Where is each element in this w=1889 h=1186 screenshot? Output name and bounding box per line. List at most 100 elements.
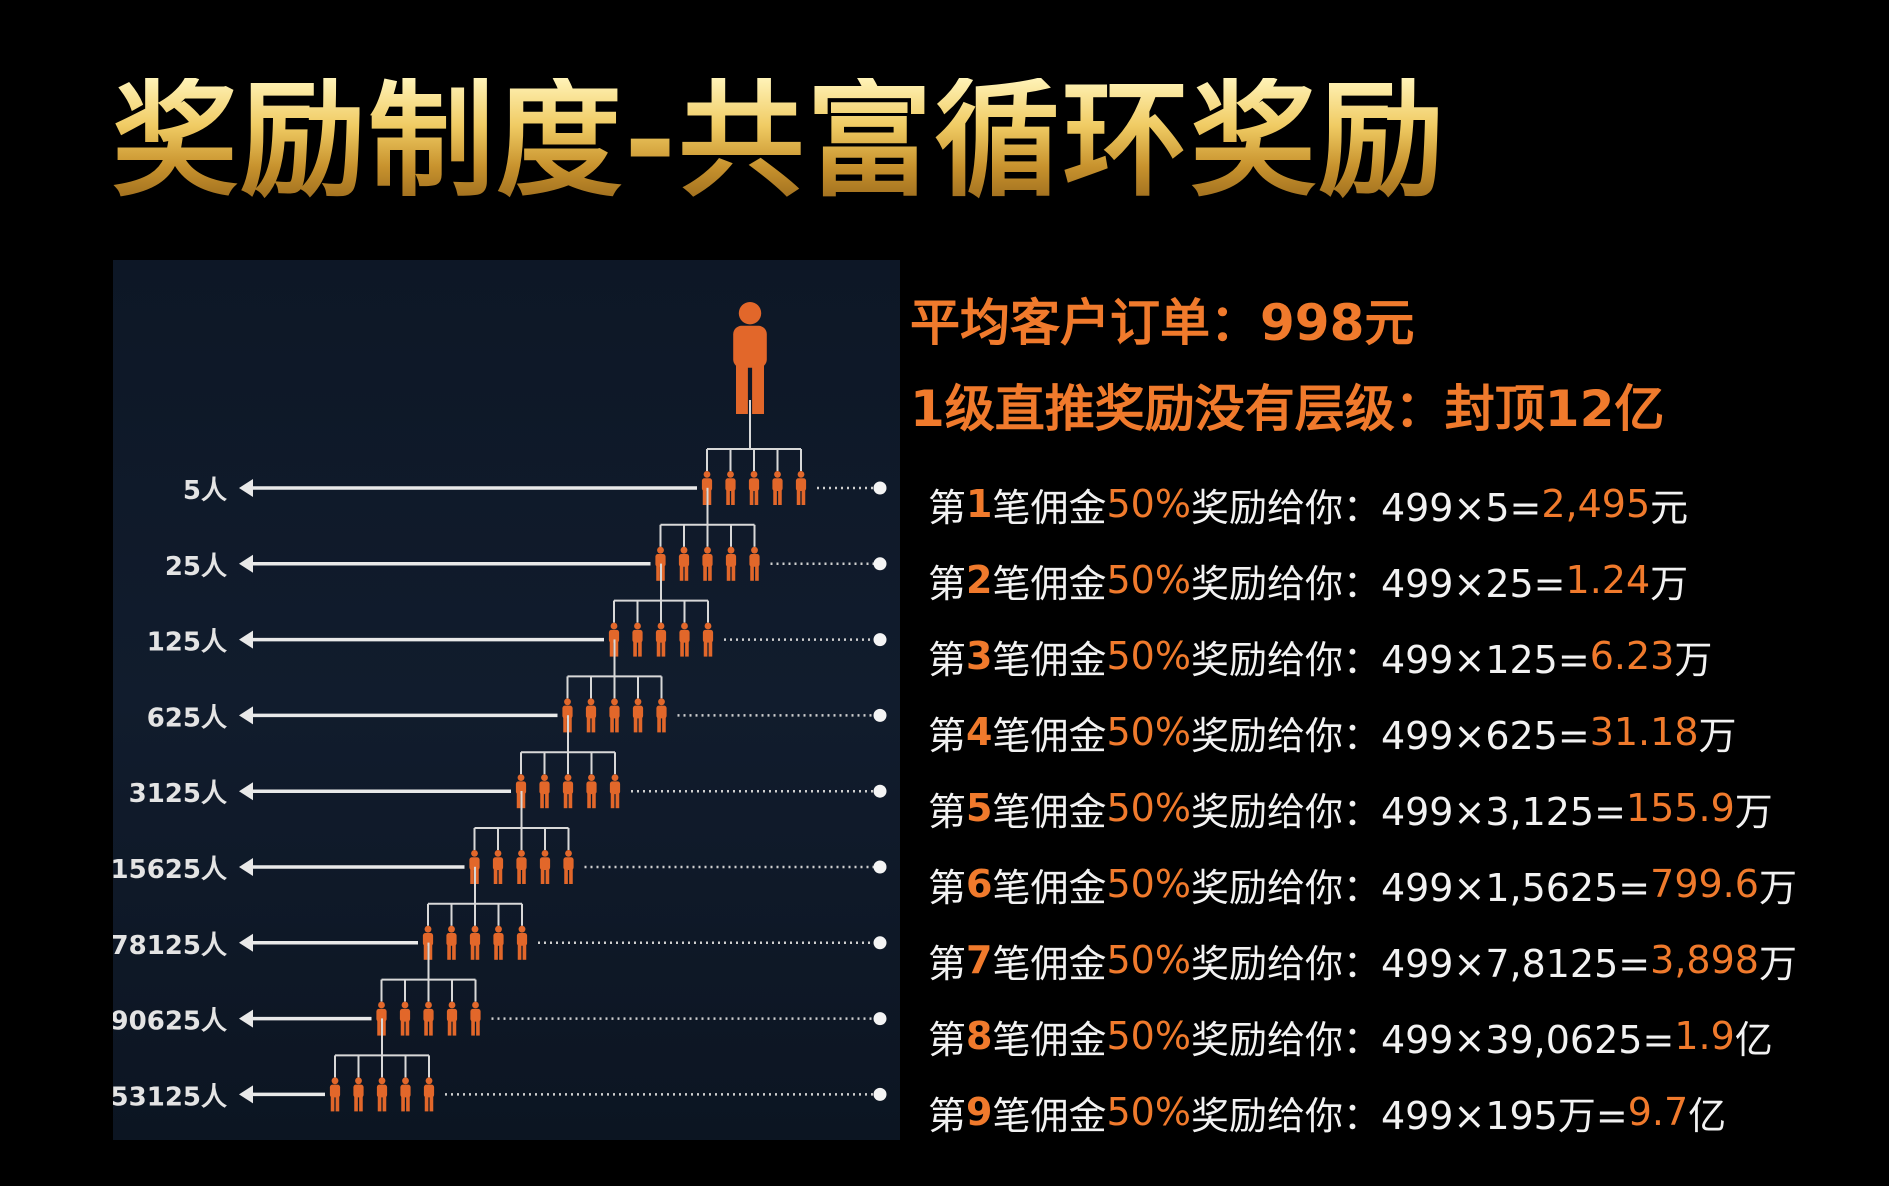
row-prefix: 第 [928,713,967,758]
person-icon [656,698,667,733]
person-icon [446,1001,458,1036]
level-label: 390625人 [113,1007,227,1037]
row-prefix: 第 [928,561,967,606]
commission-row: 第 3 笔佣金 50% 奖励给你：499×125= 6.23 万 [928,618,1797,694]
person-icon [400,1077,411,1112]
end-dot-icon [873,708,887,722]
commission-row: 第 8 笔佣金 50% 奖励给你：499×39,0625= 1.9 亿 [928,998,1797,1074]
person-icon [539,774,550,809]
person-icon [376,1077,388,1112]
row-formula: 奖励给你：499×3,125= [1190,789,1626,834]
average-order-headline: 平均客户订单：998元 [910,294,1415,352]
row-formula: 奖励给你：499×1,5625= [1190,865,1651,910]
person-icon [539,850,551,884]
person-icon [586,774,597,809]
row-value: 799.6 [1650,862,1759,906]
row-index: 5 [966,786,993,830]
top-person-icon [733,302,767,414]
row-value: 1.24 [1565,558,1651,602]
person-icon [749,546,760,581]
person-icon [493,925,504,960]
arrow-head-icon [239,554,253,573]
row-value: 9.7 [1627,1090,1689,1134]
person-icon [446,925,457,960]
person-icon [492,850,504,884]
row-value: 2,495 [1541,482,1651,526]
person-icon [516,850,527,884]
row-commission-text: 笔佣金 [992,1093,1107,1138]
arrow-head-icon [239,782,253,801]
person-icon [655,622,667,657]
row-commission-text: 笔佣金 [992,713,1107,758]
row-commission-text: 笔佣金 [992,485,1107,530]
row-unit: 万 [1734,789,1773,834]
commission-row: 第 2 笔佣金 50% 奖励给你：499×25= 1.24 万 [928,542,1797,618]
person-icon [469,850,480,884]
row-rate: 50% [1106,482,1191,526]
row-value: 3,898 [1650,938,1759,982]
person-icon [609,774,621,809]
row-prefix: 第 [928,637,967,682]
end-dot-icon [873,557,887,571]
person-icon [376,1001,387,1036]
row-index: 7 [966,938,993,982]
arrow-head-icon [239,479,253,497]
commission-row: 第 4 笔佣金 50% 奖励给你：499×625= 31.18 万 [928,694,1797,770]
person-icon [725,546,737,581]
page-title: 奖励制度-共富循环奖励 [112,67,1447,214]
person-icon [632,622,643,657]
level-label: 3125人 [129,779,227,809]
row-formula: 奖励给你：499×7,8125= [1190,941,1651,986]
end-dot-icon [873,860,887,874]
row-prefix: 第 [928,941,967,986]
end-dot-icon [873,784,887,798]
person-icon [701,471,713,505]
person-icon [748,471,760,505]
row-rate: 50% [1106,786,1191,830]
person-icon [516,925,528,960]
row-rate: 50% [1106,558,1191,602]
row-index: 1 [966,482,993,526]
row-commission-text: 笔佣金 [992,561,1107,606]
row-prefix: 第 [928,1093,967,1138]
row-formula: 奖励给你：499×195万= [1190,1093,1628,1138]
row-index: 8 [966,1014,993,1058]
end-dot-icon [873,481,887,495]
person-icon [353,1077,364,1112]
person-icon [772,471,783,505]
person-icon [563,850,574,884]
row-rate: 50% [1106,1090,1191,1134]
row-unit: 万 [1674,637,1713,682]
cap-headline: 1级直推奖励没有层级：封顶12亿 [910,380,1665,438]
arrow-head-icon [239,706,253,725]
row-index: 4 [966,710,993,754]
person-icon [422,925,434,960]
person-icon [725,471,736,505]
person-icon [608,622,620,657]
person-icon [329,1077,341,1112]
person-icon [469,925,481,960]
row-formula: 奖励给你：499×625= [1190,713,1590,758]
person-icon [423,1001,434,1036]
level-label: 78125人 [113,931,227,961]
arrow-head-icon [239,933,253,952]
row-index: 3 [966,634,993,678]
commission-row: 第 1 笔佣金 50% 奖励给你：499×5= 2,495 元 [928,466,1797,542]
row-rate: 50% [1106,938,1191,982]
row-prefix: 第 [928,1017,967,1062]
person-icon [655,546,666,581]
row-index: 6 [966,862,993,906]
row-unit: 亿 [1688,1093,1727,1138]
level-label: 125人 [147,628,227,658]
level-label: 25人 [165,552,227,582]
commission-list: 第 1 笔佣金 50% 奖励给你：499×5= 2,495 元第 2 笔佣金 50% 奖励给你：49… [928,466,1797,1150]
row-commission-text: 笔佣金 [992,941,1107,986]
person-icon [470,1001,481,1036]
arrow-head-icon [239,1085,253,1104]
person-icon [562,774,574,809]
referral-pyramid-diagram: 5人 25人 125人 625人 3125人 15625人 78125人 390625人 195… [113,260,900,1140]
row-rate: 50% [1106,1014,1191,1058]
row-rate: 50% [1106,710,1191,754]
person-icon [399,1001,411,1036]
row-commission-text: 笔佣金 [992,789,1107,834]
